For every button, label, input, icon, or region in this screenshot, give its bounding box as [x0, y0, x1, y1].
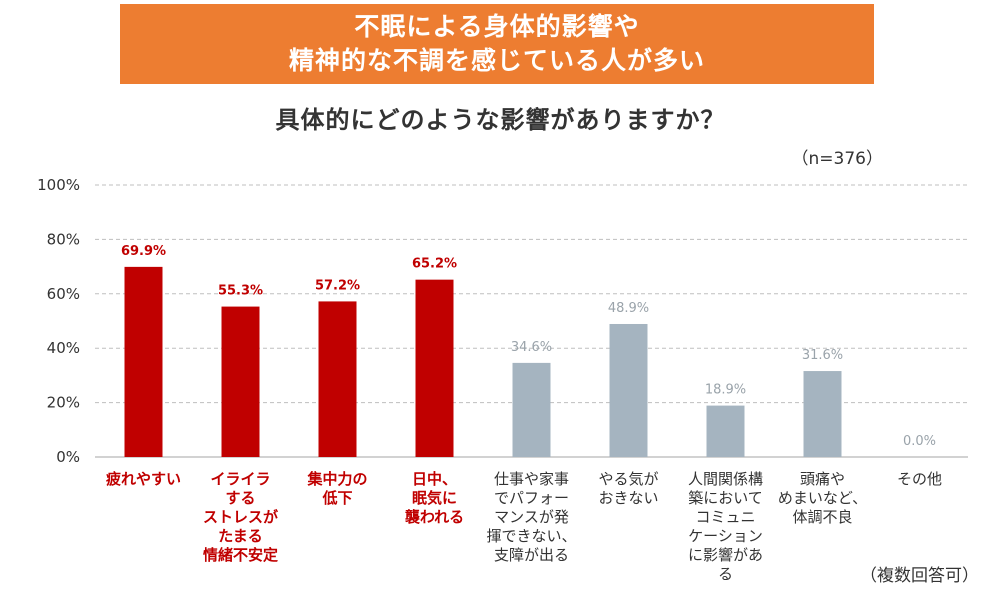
bar	[221, 306, 260, 457]
bar	[609, 323, 648, 457]
data-label: 48.9%	[608, 301, 649, 316]
bar	[124, 266, 163, 457]
bar	[318, 301, 357, 457]
category-label: やる気が おきない	[598, 470, 659, 507]
sample-size: （n=376）	[791, 149, 883, 169]
category-label: 疲れやすい	[105, 470, 181, 488]
category-label: 頭痛や めまいなど、 体調不良	[777, 470, 868, 526]
data-label: 65.2%	[412, 257, 457, 272]
headline-banner: 不眠による身体的影響や 精神的な不調を感じている人が多い	[120, 4, 874, 84]
y-tick-label: 0%	[56, 448, 80, 466]
category-label: 日中、 眠気に 襲われる	[404, 470, 465, 526]
category-label: その他	[896, 470, 942, 488]
y-tick-label: 60%	[47, 285, 80, 303]
category-label: 仕事や家事 でパフォー マンスが発 揮できない、 支障が出る	[486, 470, 577, 564]
data-label: 0.0%	[903, 434, 936, 449]
y-tick-label: 20%	[47, 394, 80, 412]
headline-line-2: 精神的な不調を感じている人が多い	[288, 46, 705, 75]
category-label: 人間関係構 築において コミュニ ケーション に影響があ る	[687, 470, 763, 583]
question-title: 具体的にどのような影響がありますか？	[275, 106, 726, 134]
data-label: 31.6%	[802, 348, 843, 363]
data-label: 69.9%	[121, 244, 166, 259]
data-label: 34.6%	[511, 340, 552, 355]
bar	[706, 405, 745, 457]
data-label: 18.9%	[705, 383, 746, 398]
category-label: イライラ する ストレスが たまる 情緒不安定	[202, 470, 278, 564]
data-label: 57.2%	[315, 278, 360, 293]
category-label: 集中力の 低下	[307, 470, 368, 507]
data-label: 55.3%	[218, 284, 263, 299]
bar	[415, 279, 454, 457]
y-tick-label: 100%	[37, 176, 80, 194]
answer-note: （複数回答可）	[860, 566, 979, 586]
headline-line-1: 不眠による身体的影響や	[354, 12, 640, 41]
y-tick-label: 80%	[47, 230, 80, 248]
y-tick-label: 40%	[47, 339, 80, 357]
bar	[512, 362, 551, 457]
bar	[803, 371, 842, 457]
